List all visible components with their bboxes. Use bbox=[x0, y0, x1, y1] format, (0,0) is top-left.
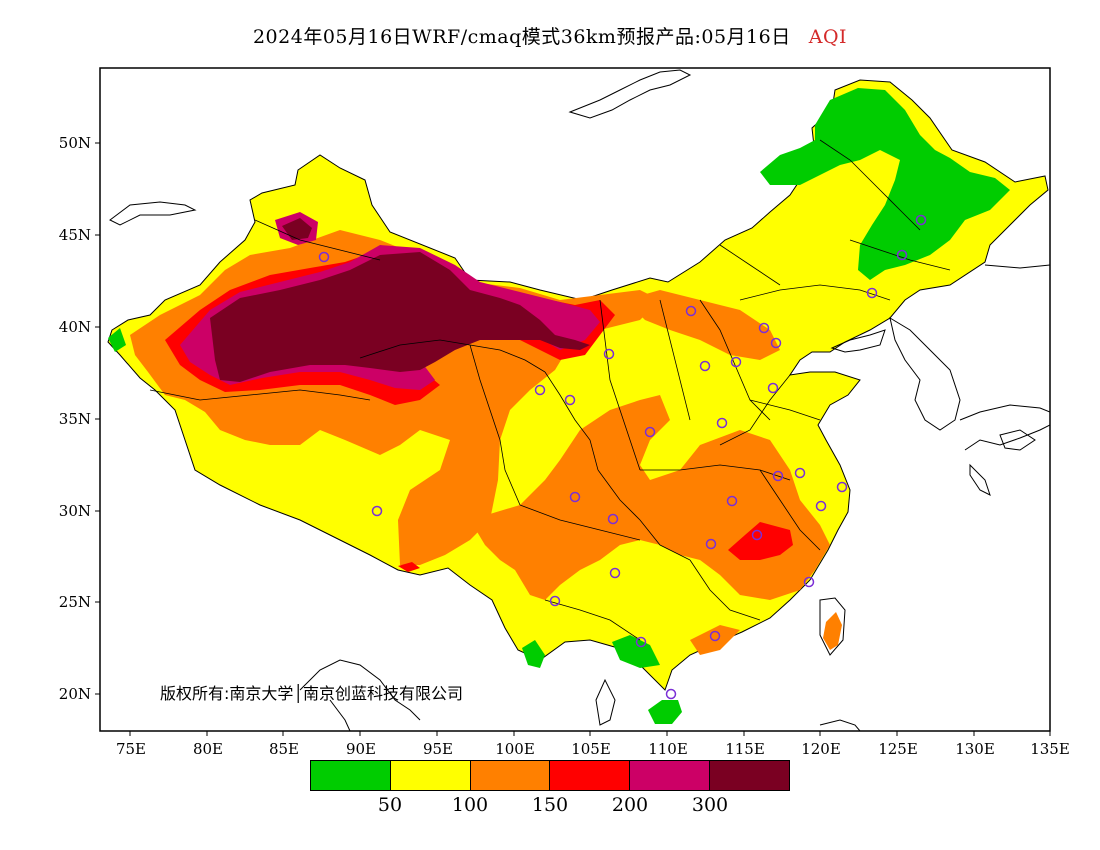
aqi-zone-good-west bbox=[108, 328, 126, 352]
lon-tick-label: 75E bbox=[116, 740, 146, 758]
legend-swatch-good bbox=[311, 761, 391, 790]
lon-tick-label: 135E bbox=[1030, 740, 1070, 758]
station-marker bbox=[751, 529, 763, 541]
station-marker bbox=[699, 360, 711, 372]
aqi-zone-orange-north bbox=[625, 290, 780, 360]
station-marker bbox=[371, 505, 383, 517]
station-marker bbox=[730, 356, 742, 368]
longitude-labels: 75E 80E 85E 90E 95E 100E 105E 110E 115E … bbox=[116, 740, 1070, 758]
legend-swatch-magenta bbox=[630, 761, 711, 790]
title-variable: AQI bbox=[808, 26, 848, 48]
aqi-field bbox=[107, 69, 1050, 731]
station-marker bbox=[767, 382, 779, 394]
station-marker bbox=[836, 481, 848, 493]
legend-label: 300 bbox=[691, 794, 729, 816]
station-marker bbox=[770, 337, 782, 349]
station-marker bbox=[709, 630, 721, 642]
legend-label: 150 bbox=[531, 794, 569, 816]
lon-tick-label: 125E bbox=[878, 740, 918, 758]
lat-tick-label: 30N bbox=[59, 502, 91, 520]
latitude-labels: 50N 45N 40N 35N 30N 25N 20N bbox=[59, 134, 91, 703]
lon-tick-label: 95E bbox=[423, 740, 453, 758]
lon-tick-label: 130E bbox=[955, 740, 995, 758]
legend-swatch-orange bbox=[470, 761, 551, 790]
lon-tick-label: 80E bbox=[193, 740, 223, 758]
title-main: 2024年05月16日WRF/cmaq模式36km预报产品:05月16日 bbox=[252, 26, 791, 48]
lon-tick-label: 120E bbox=[801, 740, 841, 758]
map-title: 2024年05月16日WRF/cmaq模式36km预报产品:05月16日 AQI bbox=[0, 22, 1100, 49]
station-marker bbox=[896, 249, 908, 261]
station-marker bbox=[603, 348, 615, 360]
station-marker bbox=[564, 394, 576, 406]
station-marker bbox=[644, 426, 656, 438]
latitude-ticks bbox=[95, 142, 100, 695]
legend-label: 200 bbox=[611, 794, 649, 816]
province-boundaries bbox=[149, 139, 951, 641]
lon-tick-label: 85E bbox=[269, 740, 299, 758]
legend-label: 50 bbox=[377, 794, 403, 816]
longitude-ticks bbox=[129, 731, 1051, 736]
station-marker bbox=[665, 688, 677, 700]
lon-tick-label: 100E bbox=[495, 740, 535, 758]
lon-tick-label: 105E bbox=[571, 740, 611, 758]
legend-swatch-hazardous bbox=[710, 761, 789, 790]
legend-swatch-moderate bbox=[390, 761, 471, 790]
aqi-zone-good-northeast bbox=[760, 88, 1010, 280]
station-marker bbox=[607, 513, 619, 525]
station-marker bbox=[635, 636, 647, 648]
station-marker bbox=[569, 491, 581, 503]
aqi-zone-red-south bbox=[728, 522, 793, 560]
lat-tick-label: 20N bbox=[59, 685, 91, 703]
aqi-zone-good-guangxi bbox=[612, 635, 660, 668]
station-markers bbox=[318, 214, 927, 700]
aqi-color-legend bbox=[310, 760, 790, 791]
station-marker bbox=[866, 287, 878, 299]
aqi-zone-orange-taiwan bbox=[823, 612, 842, 650]
lat-tick-label: 50N bbox=[59, 134, 91, 152]
station-marker bbox=[726, 495, 738, 507]
lat-tick-label: 45N bbox=[59, 226, 91, 244]
aqi-zone-good-hainan bbox=[648, 700, 682, 724]
station-marker bbox=[534, 384, 546, 396]
lon-tick-label: 90E bbox=[346, 740, 376, 758]
station-marker bbox=[803, 576, 815, 588]
aqi-zone-hazardous-spot bbox=[282, 218, 312, 240]
aqi-zone-good-yunnan bbox=[522, 640, 545, 668]
aqi-zone-hazardous bbox=[210, 252, 590, 382]
aqi-zone-red-spot bbox=[398, 562, 420, 572]
station-marker bbox=[549, 595, 561, 607]
station-marker bbox=[794, 467, 806, 479]
lat-tick-label: 40N bbox=[59, 318, 91, 336]
copyright-notice: 版权所有:南京大学│南京创蓝科技有限公司 bbox=[160, 684, 464, 703]
lon-tick-label: 110E bbox=[648, 740, 688, 758]
station-marker bbox=[685, 305, 697, 317]
legend-swatch-red bbox=[550, 761, 631, 790]
station-marker bbox=[772, 470, 784, 482]
station-marker bbox=[716, 417, 728, 429]
station-marker bbox=[609, 567, 621, 579]
station-marker bbox=[915, 214, 927, 226]
lat-tick-label: 25N bbox=[59, 593, 91, 611]
station-marker bbox=[815, 500, 827, 512]
station-marker bbox=[318, 251, 330, 263]
station-marker bbox=[705, 538, 717, 550]
lat-tick-label: 35N bbox=[59, 410, 91, 428]
station-marker bbox=[758, 322, 770, 334]
legend-label: 100 bbox=[451, 794, 489, 816]
coastlines bbox=[109, 69, 1050, 731]
lon-tick-label: 115E bbox=[725, 740, 765, 758]
